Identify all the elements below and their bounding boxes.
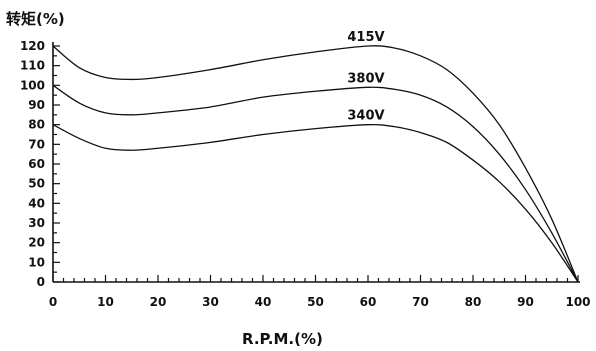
x-tick-label: 80 xyxy=(465,295,482,309)
y-tick-label: 20 xyxy=(28,236,45,250)
x-tick-label: 10 xyxy=(97,295,114,309)
y-tick-label: 10 xyxy=(28,255,45,269)
series-line-340V xyxy=(52,123,579,283)
series-label-415V: 415V xyxy=(347,30,384,45)
y-tick-label: 100 xyxy=(20,78,45,92)
series-label-340V: 340V xyxy=(347,109,384,124)
series-labels: 415V 380V 340V xyxy=(347,30,384,124)
x-tick-label: 70 xyxy=(412,295,429,309)
y-axis-title: 转矩(%) xyxy=(6,10,65,28)
x-tick-label: 100 xyxy=(565,295,590,309)
x-tick-label: 90 xyxy=(517,295,534,309)
x-tick-label: 50 xyxy=(307,295,324,309)
y-tick-label: 80 xyxy=(28,118,45,132)
y-tick-label: 40 xyxy=(28,196,45,210)
y-tick-label: 60 xyxy=(28,157,45,171)
y-tick-label: 70 xyxy=(28,137,45,151)
y-tick-label: 50 xyxy=(28,177,45,191)
series-line-380V xyxy=(52,84,579,283)
x-tick-label: 0 xyxy=(49,295,57,309)
ticks: 0 10 20 30 40 50 60 70 80 90 100 0 10 20 30 40 50 60 70 80 9… xyxy=(20,39,591,309)
y-tick-label: 90 xyxy=(28,98,45,112)
y-tick-label: 110 xyxy=(20,59,45,73)
series-line-415V xyxy=(52,45,579,283)
series-curves xyxy=(52,45,579,283)
y-tick-label: 120 xyxy=(20,39,45,53)
y-tick-label: 0 xyxy=(37,275,45,289)
x-tick-label: 30 xyxy=(202,295,219,309)
series-label-380V: 380V xyxy=(347,71,384,86)
x-tick-label: 40 xyxy=(255,295,272,309)
x-tick-label: 20 xyxy=(150,295,167,309)
y-tick-label: 30 xyxy=(28,216,45,230)
x-tick-label: 60 xyxy=(360,295,377,309)
axes xyxy=(52,42,580,283)
x-axis-title: R.P.M.(%) xyxy=(242,330,323,348)
